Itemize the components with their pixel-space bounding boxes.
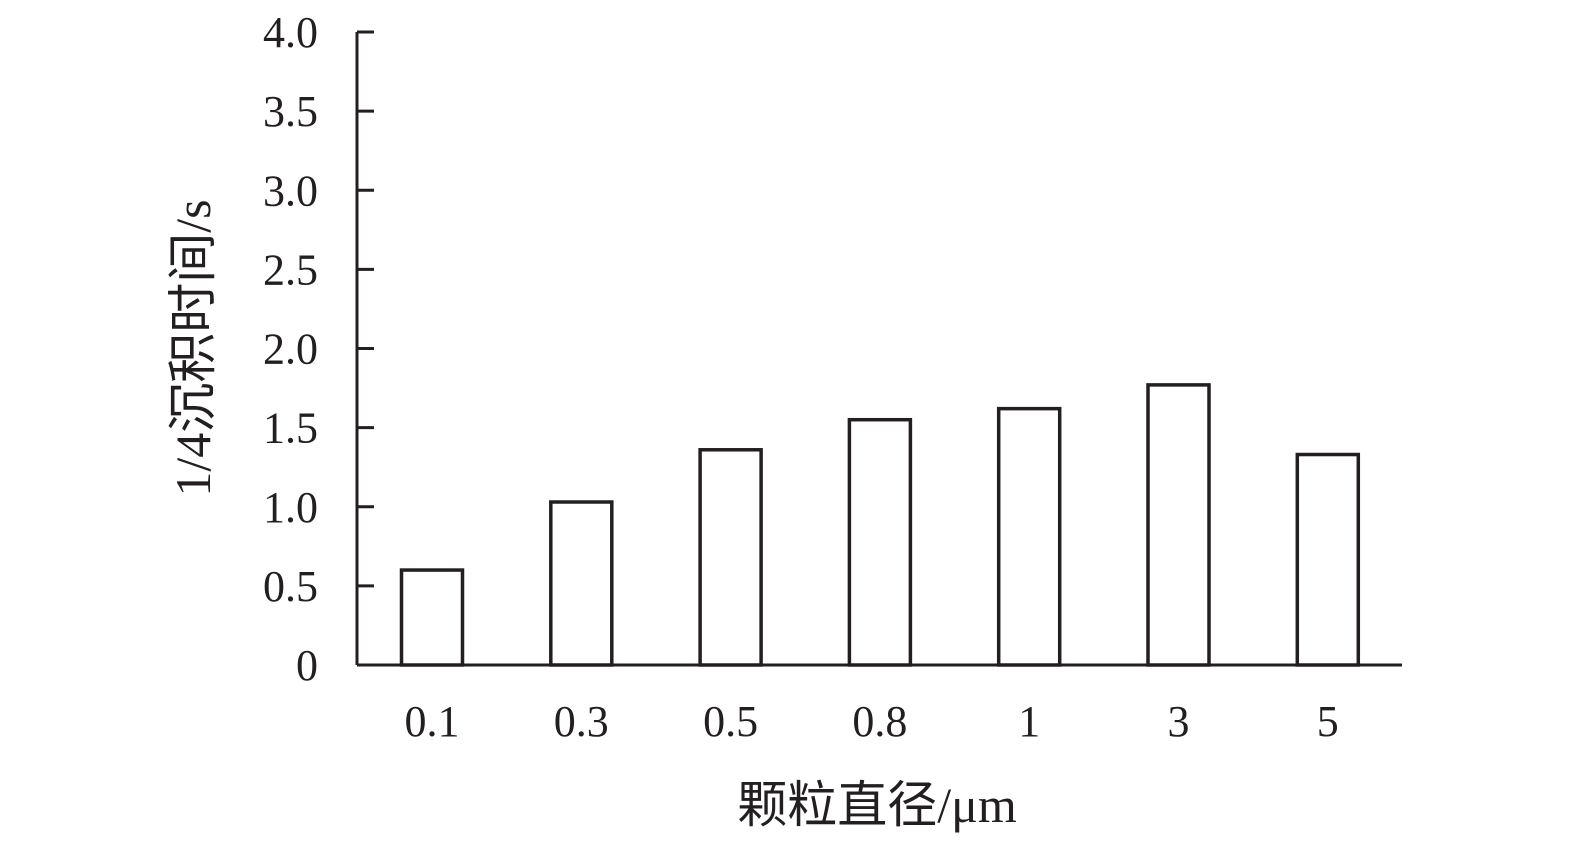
bar [996, 406, 1062, 667]
x-axis-title: 颗粒直径/μm [737, 777, 1017, 833]
x-tick-label: 0.8 [852, 697, 907, 746]
bar [698, 448, 763, 667]
bar [1146, 383, 1211, 667]
y-ticks-layer: 0 0.5 1.0 1.5 2.0 2.5 3.0 3.5 4.0 [263, 8, 374, 690]
x-tick-label: 1 [1018, 697, 1040, 746]
x-ticks-layer: 0.1 0.3 0.5 0.8 1 3 5 [405, 697, 1339, 746]
x-tick-label: 0.1 [405, 697, 460, 746]
y-axis-title: 1/4沉积时间/s [165, 199, 221, 496]
y-tick-label: 3.5 [263, 87, 318, 136]
y-tick-label: 2.5 [263, 245, 318, 294]
bar [1295, 452, 1361, 667]
y-tick-label: 1.5 [263, 404, 318, 453]
y-tick-label: 0.5 [263, 562, 318, 611]
bar [847, 417, 913, 667]
y-tick-label: 3.0 [263, 166, 318, 215]
bar [399, 568, 465, 667]
x-tick-label: 3 [1168, 697, 1190, 746]
x-tick-label: 0.5 [703, 697, 758, 746]
y-tick-label: 1.0 [263, 483, 318, 532]
bars-layer [399, 383, 1361, 667]
x-tick-label: 0.3 [554, 697, 609, 746]
x-tick-label: 5 [1317, 697, 1339, 746]
y-tick-label: 4.0 [263, 8, 318, 57]
bar [549, 500, 614, 667]
y-tick-label: 0 [296, 641, 318, 690]
y-tick-label: 2.0 [263, 325, 318, 374]
